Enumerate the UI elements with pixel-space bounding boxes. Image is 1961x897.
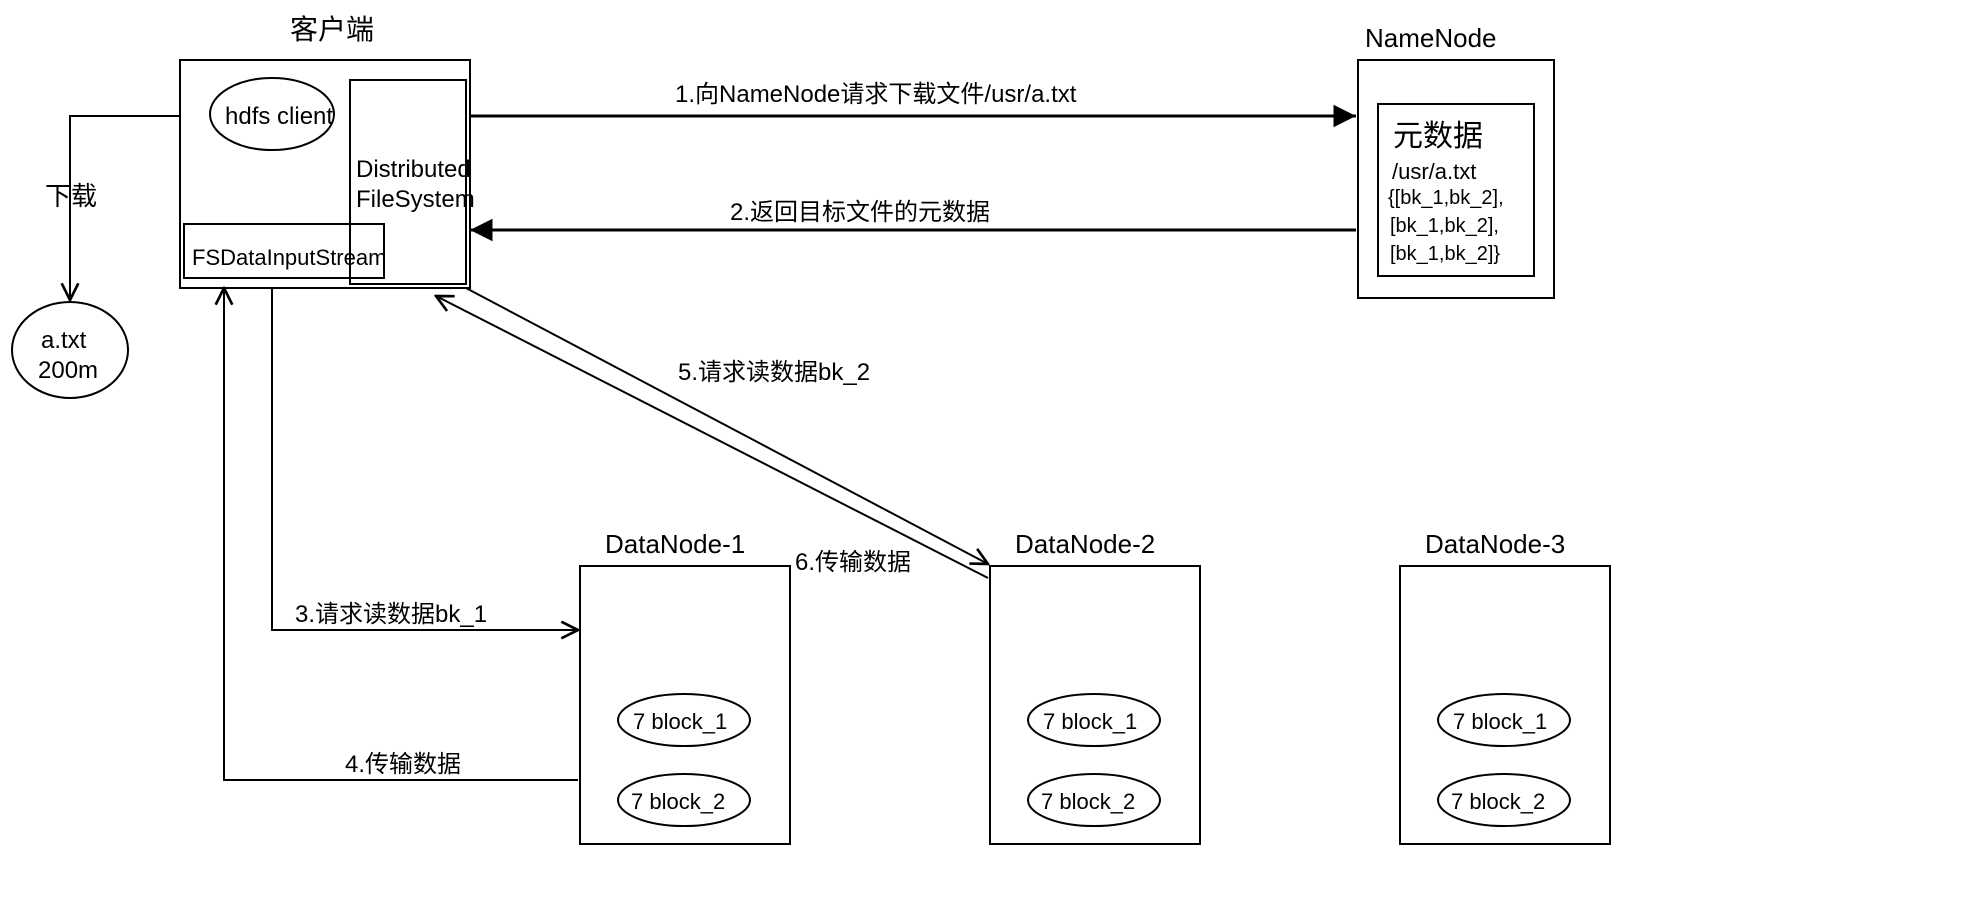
diagram-canvas <box>0 0 1961 897</box>
dfs_line2: FileSystem <box>356 185 475 215</box>
meta_l1: /usr/a.txt <box>1392 158 1476 186</box>
edge1_label: 1.向NameNode请求下载文件/usr/a.txt <box>675 80 1076 110</box>
a_txt_line1: a.txt <box>41 326 86 356</box>
dn2_block1: 7 block_1 <box>1043 708 1137 736</box>
dn3_block2: 7 block_2 <box>1451 788 1545 816</box>
dn2_block2: 7 block_2 <box>1041 788 1135 816</box>
dn3_block1: 7 block_1 <box>1453 708 1547 736</box>
edge5_label: 5.请求读数据bk_2 <box>678 358 870 388</box>
e3 <box>272 288 578 630</box>
client_title: 客户端 <box>290 12 374 47</box>
meta_l2: {[bk_1,bk_2], <box>1388 186 1504 211</box>
e4 <box>224 288 578 780</box>
dfs_line1: Distributed <box>356 155 471 185</box>
download_label: 下载 <box>45 180 97 213</box>
hdfs_client: hdfs client <box>225 102 333 132</box>
meta_title: 元数据 <box>1393 118 1483 156</box>
dn1_block2: 7 block_2 <box>631 788 725 816</box>
e5 <box>466 288 988 564</box>
dn1_title: DataNode-1 <box>605 528 745 561</box>
namenode_title: NameNode <box>1365 22 1497 55</box>
fsdis: FSDataInputStream <box>192 244 386 272</box>
edge2_label: 2.返回目标文件的元数据 <box>730 198 990 228</box>
meta_l4: [bk_1,bk_2]} <box>1390 242 1500 267</box>
meta_l3: [bk_1,bk_2], <box>1390 214 1499 239</box>
edge6_label: 6.传输数据 <box>795 548 911 578</box>
dn3_title: DataNode-3 <box>1425 528 1565 561</box>
edge4_label: 4.传输数据 <box>345 750 461 780</box>
dn1_block1: 7 block_1 <box>633 708 727 736</box>
a_txt_line2: 200m <box>38 356 98 386</box>
edge3_label: 3.请求读数据bk_1 <box>295 600 487 630</box>
dn2_title: DataNode-2 <box>1015 528 1155 561</box>
